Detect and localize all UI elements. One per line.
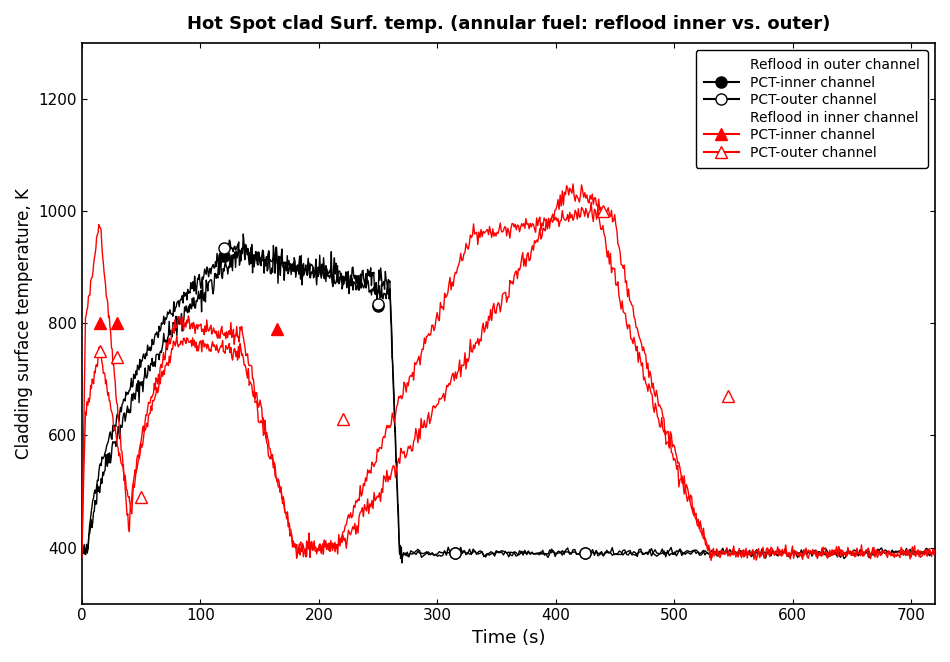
Y-axis label: Cladding surface temperature, K: Cladding surface temperature, K (15, 188, 33, 459)
X-axis label: Time (s): Time (s) (472, 629, 545, 647)
Title: Hot Spot clad Surf. temp. (annular fuel: reflood inner vs. outer): Hot Spot clad Surf. temp. (annular fuel:… (187, 15, 830, 33)
Legend: Reflood in outer channel, PCT-inner channel, PCT-outer channel, Reflood in inner: Reflood in outer channel, PCT-inner chan… (695, 50, 928, 168)
